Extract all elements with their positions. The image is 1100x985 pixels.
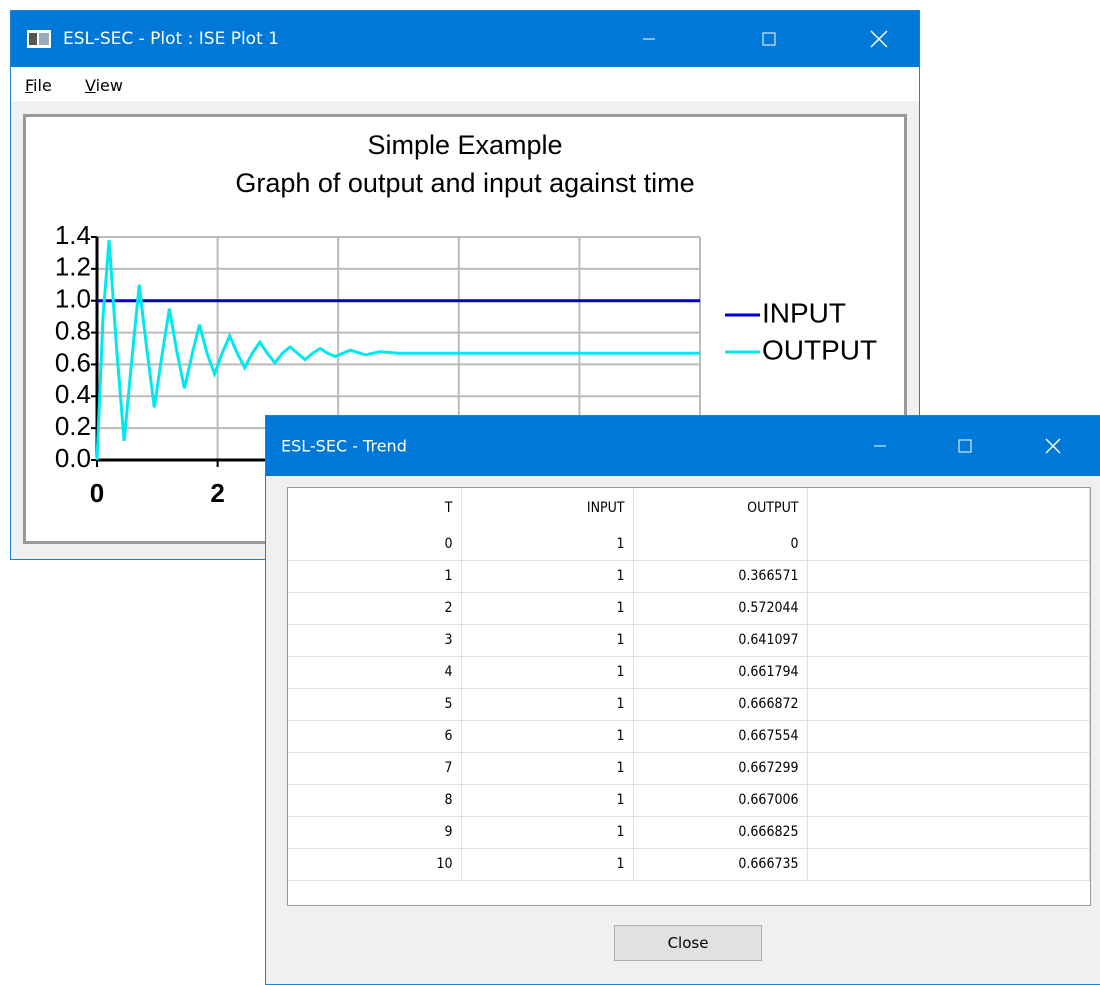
- y-tick-label: 1.2: [55, 252, 91, 282]
- table-filler: [807, 784, 1090, 817]
- table-cell: 2: [288, 592, 462, 625]
- x-tick-label: 2: [210, 478, 224, 508]
- table-cell: 1: [461, 656, 634, 689]
- table-cell: 0.666735: [633, 848, 808, 881]
- table-cell: 1: [461, 592, 634, 625]
- close-button[interactable]: [1023, 416, 1083, 476]
- y-tick-label: 0.8: [55, 315, 91, 345]
- table-cell: 0.666872: [633, 688, 808, 721]
- app-icon: [27, 30, 51, 48]
- table-cell: 0.572044: [633, 592, 808, 625]
- table-cell: 0.667006: [633, 784, 808, 817]
- table-filler: [807, 488, 1090, 528]
- y-tick-label: 0.2: [55, 411, 91, 441]
- menu-item[interactable]: File: [25, 76, 52, 95]
- table-row: 9 1 0.666825: [288, 816, 1090, 849]
- table-cell: 1: [461, 624, 634, 657]
- table-cell: INPUT: [461, 488, 634, 528]
- y-tick-label: 0.4: [55, 379, 91, 409]
- table-filler: [807, 624, 1090, 657]
- maximize-button[interactable]: [739, 11, 799, 67]
- table-cell: 0.641097: [633, 624, 808, 657]
- table-cell: 0: [633, 528, 808, 561]
- data-table: T INPUT OUTPUT 0 1 0 1 1 0.366571 2 1 0.572044 3 1 0.6…: [288, 488, 1090, 881]
- table-filler: [807, 816, 1090, 849]
- window-title: ESL-SEC - Plot : ISE Plot 1: [63, 29, 279, 49]
- table-cell: 1: [288, 560, 462, 593]
- table-cell: 10: [288, 848, 462, 881]
- chart-title: Simple Example: [367, 130, 562, 160]
- table-cell: 0.366571: [633, 560, 808, 593]
- table-row: 5 1 0.666872: [288, 688, 1090, 721]
- maximize-button[interactable]: [935, 416, 995, 476]
- table-row: 1 1 0.366571: [288, 560, 1090, 593]
- close-button[interactable]: Close: [614, 925, 762, 961]
- series-line: [95, 240, 700, 461]
- y-tick-label: 1.4: [55, 220, 91, 250]
- table-filler: [807, 688, 1090, 721]
- y-tick-label: 0.0: [55, 443, 91, 473]
- chart-subtitle: Graph of output and input against time: [235, 168, 694, 198]
- table-row: 4 1 0.661794: [288, 656, 1090, 689]
- minimize-button[interactable]: [850, 416, 910, 476]
- menu-bar: File View: [11, 67, 919, 101]
- table-cell: 9: [288, 816, 462, 849]
- x-tick-label: 0: [90, 478, 104, 508]
- table-row: 8 1 0.667006: [288, 784, 1090, 817]
- table-cell: 4: [288, 656, 462, 689]
- table-cell: 0.661794: [633, 656, 808, 689]
- table-cell: 1: [461, 784, 634, 817]
- table-filler: [807, 592, 1090, 625]
- legend-label: OUTPUT: [762, 334, 877, 365]
- table-cell: 0.667299: [633, 752, 808, 785]
- minimize-button[interactable]: [619, 11, 679, 67]
- table-row: 3 1 0.641097: [288, 624, 1090, 657]
- table-cell: 5: [288, 688, 462, 721]
- table-row: T INPUT OUTPUT: [288, 488, 1090, 528]
- chart: Simple Example Graph of output and input…: [55, 130, 877, 508]
- trend-window: ESL-SEC - Trend T INPUT OUTPUT 0 1 0 1 1 0.36657…: [265, 415, 1100, 985]
- table-cell: 7: [288, 752, 462, 785]
- table-filler: [807, 848, 1090, 881]
- table-filler: [807, 656, 1090, 689]
- table-view: T INPUT OUTPUT 0 1 0 1 1 0.366571 2 1 0.572044 3 1 0.6…: [287, 487, 1091, 906]
- table-cell: 6: [288, 720, 462, 753]
- table-cell: 1: [461, 752, 634, 785]
- table-filler: [807, 720, 1090, 753]
- close-button[interactable]: [849, 11, 909, 67]
- title-bar: ESL-SEC - Trend: [266, 416, 1100, 476]
- table-row: 7 1 0.667299: [288, 752, 1090, 785]
- title-bar: ESL-SEC - Plot : ISE Plot 1: [11, 11, 919, 67]
- window-title: ESL-SEC - Trend: [281, 436, 407, 456]
- table-cell: 3: [288, 624, 462, 657]
- table-cell: 1: [461, 560, 634, 593]
- table-cell: 1: [461, 688, 634, 721]
- table-cell: 0.667554: [633, 720, 808, 753]
- table-filler: [807, 528, 1090, 561]
- table-cell: 1: [461, 816, 634, 849]
- table-cell: 1: [461, 848, 634, 881]
- table-row: 10 1 0.666735: [288, 848, 1090, 881]
- table-cell: T: [288, 488, 462, 528]
- table-filler: [807, 752, 1090, 785]
- table-cell: 0: [288, 528, 462, 561]
- menu-item[interactable]: View: [85, 76, 123, 95]
- y-tick-label: 1.0: [55, 284, 91, 314]
- table-cell: 8: [288, 784, 462, 817]
- y-tick-label: 0.6: [55, 347, 91, 377]
- table-cell: 0.666825: [633, 816, 808, 849]
- table-cell: 1: [461, 720, 634, 753]
- table-cell: 1: [461, 528, 634, 561]
- legend-label: INPUT: [762, 297, 846, 328]
- table-filler: [807, 560, 1090, 593]
- table-row: 2 1 0.572044: [288, 592, 1090, 625]
- table-cell: OUTPUT: [633, 488, 808, 528]
- table-row: 6 1 0.667554: [288, 720, 1090, 753]
